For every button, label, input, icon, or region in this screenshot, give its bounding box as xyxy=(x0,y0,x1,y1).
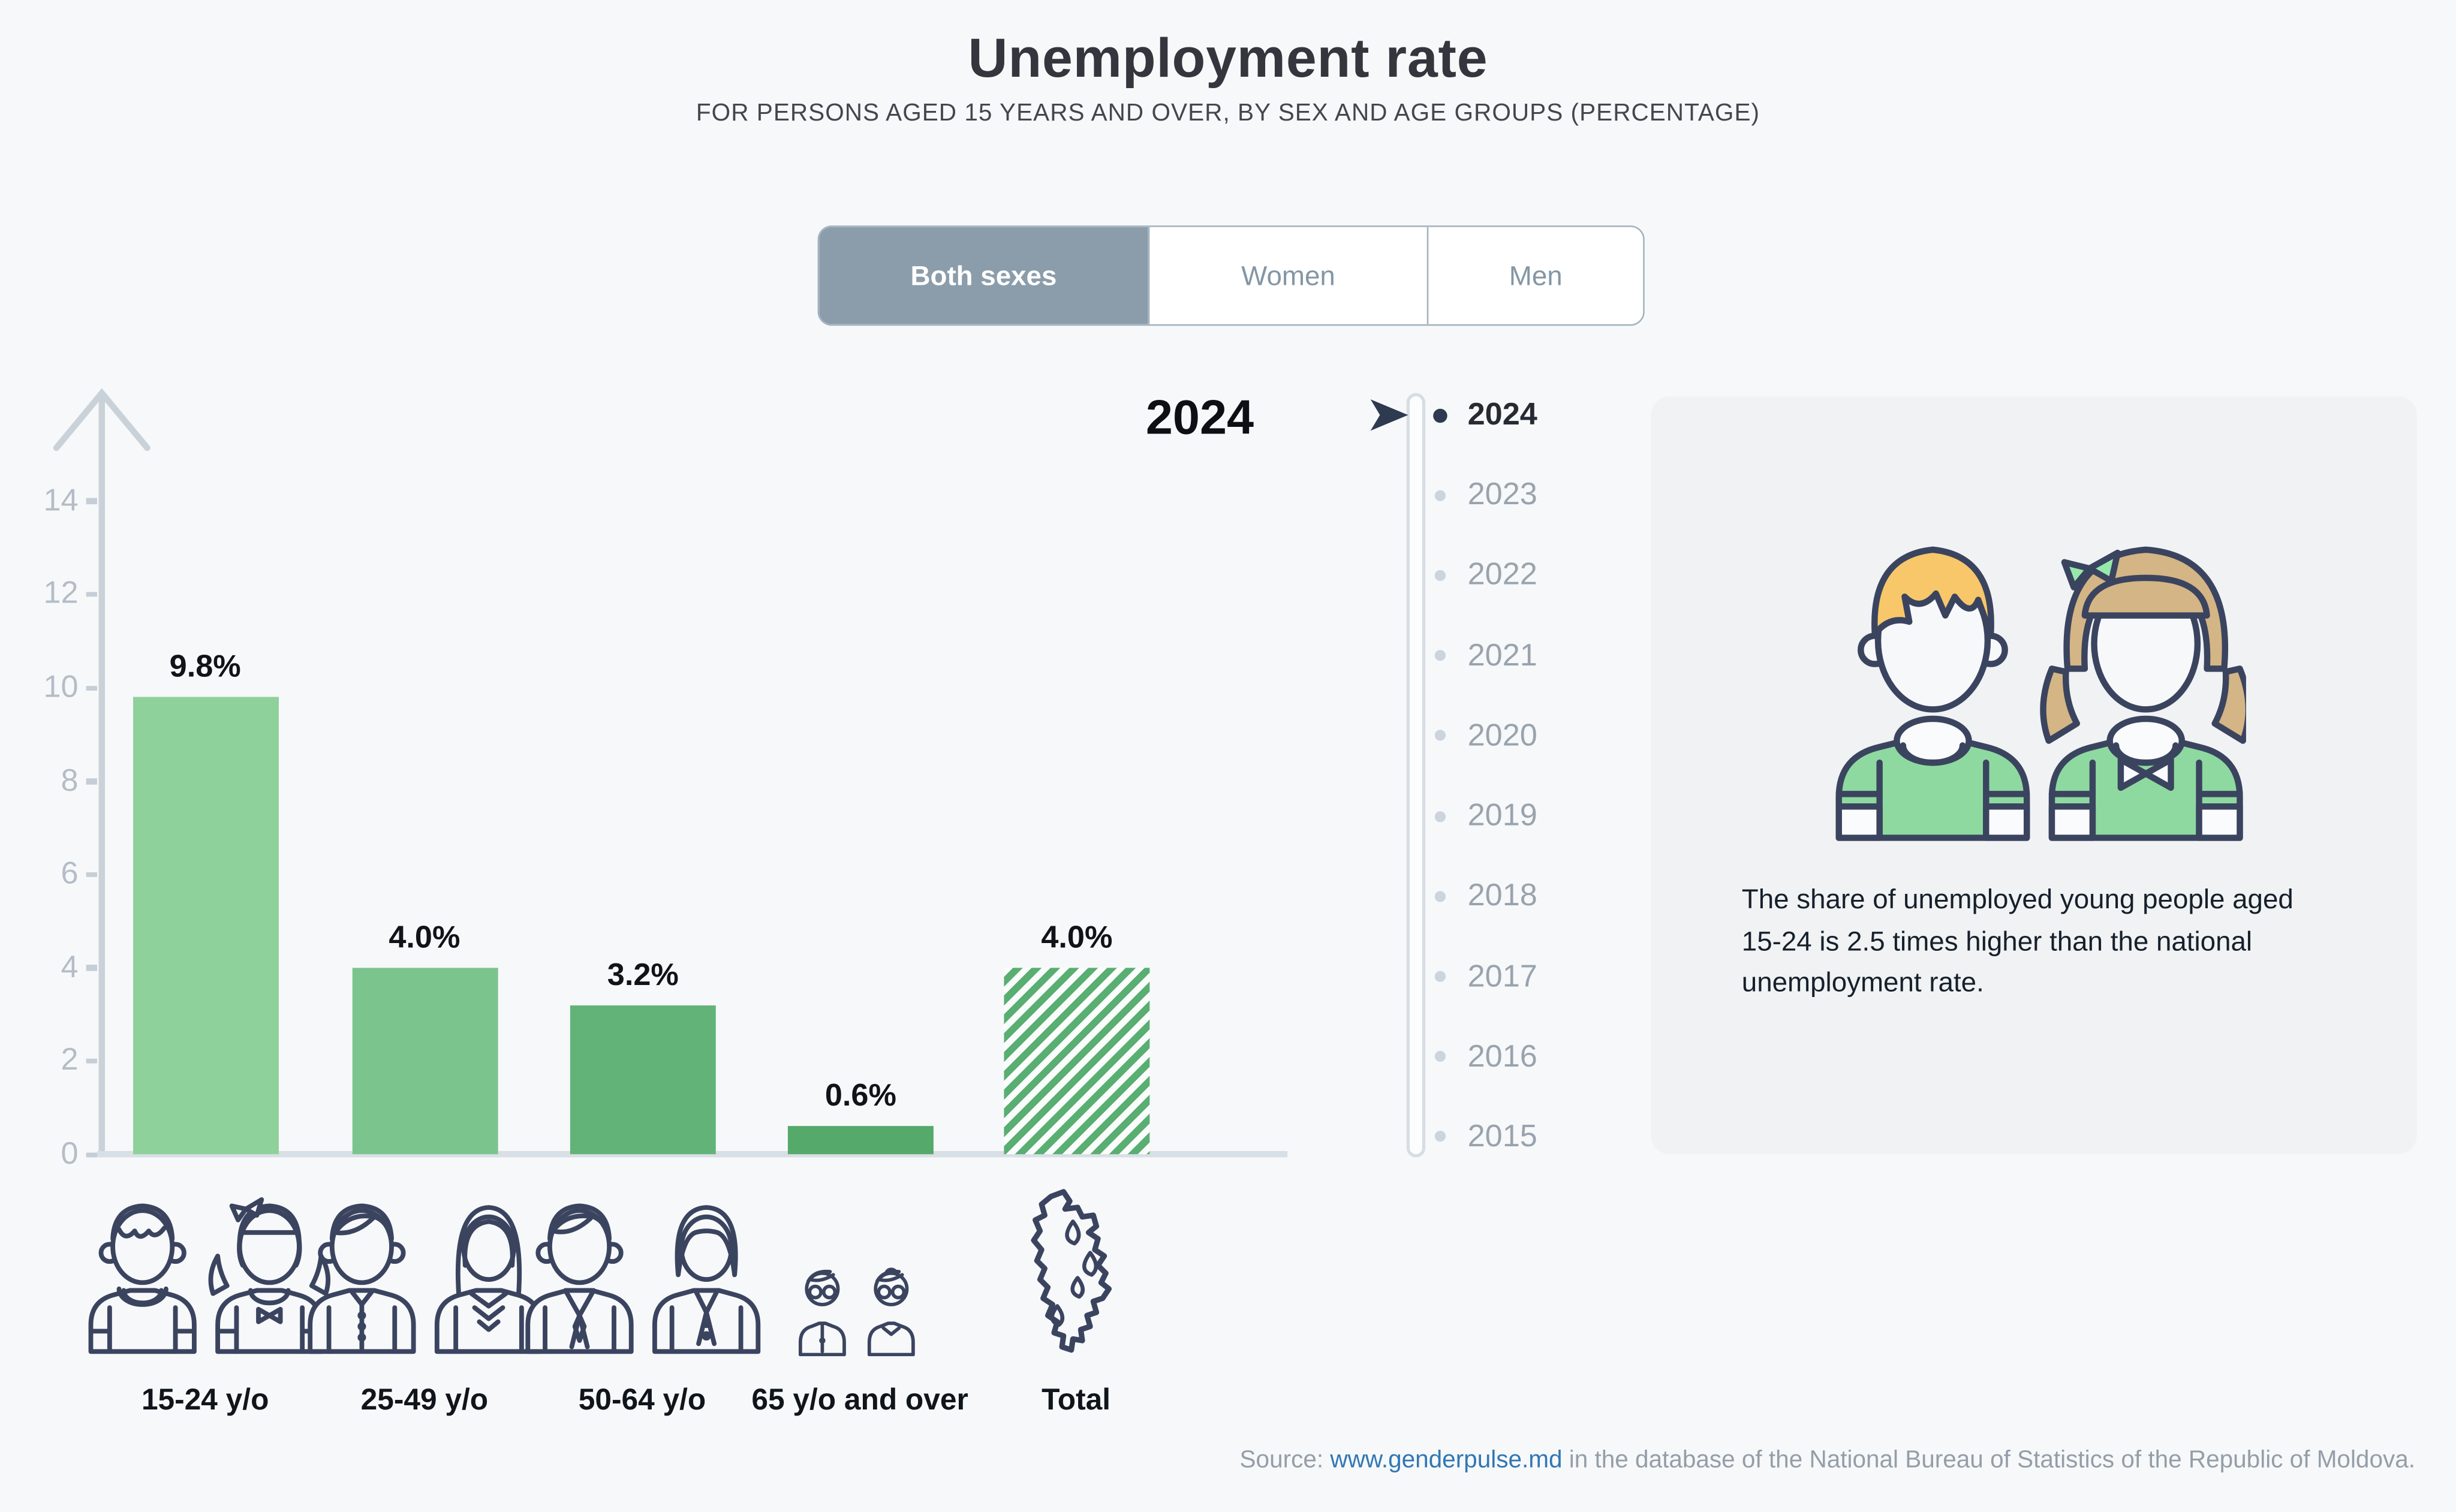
timeline-dot-2015[interactable] xyxy=(1434,1131,1445,1143)
timeline-year-2016[interactable]: 2016 xyxy=(1467,1039,1537,1074)
timeline-dot-2024[interactable] xyxy=(1432,408,1447,422)
category-label-25-49: 25-49 y/o xyxy=(360,1384,489,1418)
y-axis-tick-label: 6 xyxy=(61,857,79,891)
current-year-label: 2024 xyxy=(1145,390,1254,445)
category-label-15-24: 15-24 y/o xyxy=(141,1384,269,1418)
bar-15-24-y-o[interactable] xyxy=(132,697,278,1155)
bar-value-label: 3.2% xyxy=(607,957,679,993)
y-axis-tick-label: 12 xyxy=(43,577,79,612)
category-label-65-over: 65 y/o and over xyxy=(751,1384,968,1418)
category-label-50-64: 50-64 y/o xyxy=(578,1384,706,1418)
timeline-dot-2018[interactable] xyxy=(1434,890,1445,902)
category-label-total: Total xyxy=(1042,1384,1111,1418)
timeline-dot-2017[interactable] xyxy=(1434,971,1445,982)
young-people-illustration xyxy=(1835,546,2246,841)
y-axis-arrow-icon xyxy=(53,388,151,451)
y-axis-tick-label: 2 xyxy=(61,1043,79,1079)
timeline-year-2020[interactable]: 2020 xyxy=(1467,718,1537,754)
source-line: Source: www.genderpulse.md in the databa… xyxy=(1240,1447,2415,1475)
page-title: Unemployment rate xyxy=(968,28,1488,89)
y-axis-tick-label: 4 xyxy=(61,950,79,985)
bar-value-label: 4.0% xyxy=(1041,920,1113,955)
timeline-year-2022[interactable]: 2022 xyxy=(1467,558,1537,593)
y-axis-tick-mark xyxy=(86,778,97,784)
bar-65-y-o-and-over[interactable] xyxy=(787,1126,934,1155)
bar-value-label: 0.6% xyxy=(824,1079,896,1114)
x-axis-line xyxy=(97,1150,1288,1158)
sex-tabs: Both sexes Women Men xyxy=(817,225,1645,326)
timeline-year-2017[interactable]: 2017 xyxy=(1467,959,1537,994)
timeline-year-2018[interactable]: 2018 xyxy=(1467,879,1537,914)
bar-25-49-y-o[interactable] xyxy=(351,967,498,1155)
age-group-50-64-icon xyxy=(525,1203,761,1354)
bar-total[interactable] xyxy=(1004,967,1150,1155)
timeline-track xyxy=(1406,393,1426,1158)
source-link[interactable]: www.genderpulse.md xyxy=(1330,1447,1563,1474)
y-axis-tick-mark xyxy=(86,498,97,504)
source-prefix: Source: xyxy=(1239,1447,1331,1474)
timeline-dot-2023[interactable] xyxy=(1434,489,1445,501)
y-axis-tick-mark xyxy=(86,592,97,598)
timeline-year-2019[interactable]: 2019 xyxy=(1467,799,1537,833)
timeline-year-2021[interactable]: 2021 xyxy=(1467,638,1537,673)
timeline-dot-2020[interactable] xyxy=(1434,730,1445,742)
y-axis-tick-label: 8 xyxy=(61,763,79,799)
total-moldova-map-icon xyxy=(1031,1189,1112,1353)
insight-card: The share of unemployed young people age… xyxy=(1651,396,2417,1155)
bar-value-label: 9.8% xyxy=(169,649,241,685)
tab-both-sexes[interactable]: Both sexes xyxy=(819,227,1148,324)
timeline-selected-arrow-icon xyxy=(1370,399,1408,431)
timeline-year-2015[interactable]: 2015 xyxy=(1467,1119,1537,1155)
y-axis-tick-mark xyxy=(86,685,97,691)
timeline-dot-2016[interactable] xyxy=(1434,1051,1445,1062)
timeline-year-2024[interactable]: 2024 xyxy=(1467,397,1537,432)
timeline-dot-2019[interactable] xyxy=(1434,811,1445,822)
y-axis-tick-label: 14 xyxy=(43,483,79,519)
timeline-year-2023[interactable]: 2023 xyxy=(1467,478,1537,513)
y-axis-tick-mark xyxy=(86,1152,97,1158)
y-axis-tick-mark xyxy=(86,1058,97,1064)
bar-value-label: 4.0% xyxy=(389,920,460,955)
source-suffix: in the database of the National Bureau o… xyxy=(1562,1447,2416,1474)
age-group-65-over-icon xyxy=(798,1267,915,1357)
y-axis-tick-label: 0 xyxy=(61,1137,79,1171)
y-axis-tick-mark xyxy=(86,965,97,971)
tab-men[interactable]: Men xyxy=(1426,227,1644,324)
page-subtitle: FOR PERSONS AGED 15 YEARS AND OVER, BY S… xyxy=(696,100,1760,127)
age-group-15-24-icon xyxy=(88,1197,331,1354)
y-axis-tick-label: 10 xyxy=(43,670,79,705)
insight-text: The share of unemployed young people age… xyxy=(1741,883,2294,998)
timeline-dot-2021[interactable] xyxy=(1434,650,1445,661)
tab-women[interactable]: Women xyxy=(1148,227,1427,324)
y-axis-tick-mark xyxy=(86,872,97,878)
y-axis-line xyxy=(98,394,104,1155)
timeline-dot-2022[interactable] xyxy=(1434,570,1445,581)
age-group-25-49-icon xyxy=(308,1203,543,1354)
bar-50-64-y-o[interactable] xyxy=(570,1005,716,1155)
